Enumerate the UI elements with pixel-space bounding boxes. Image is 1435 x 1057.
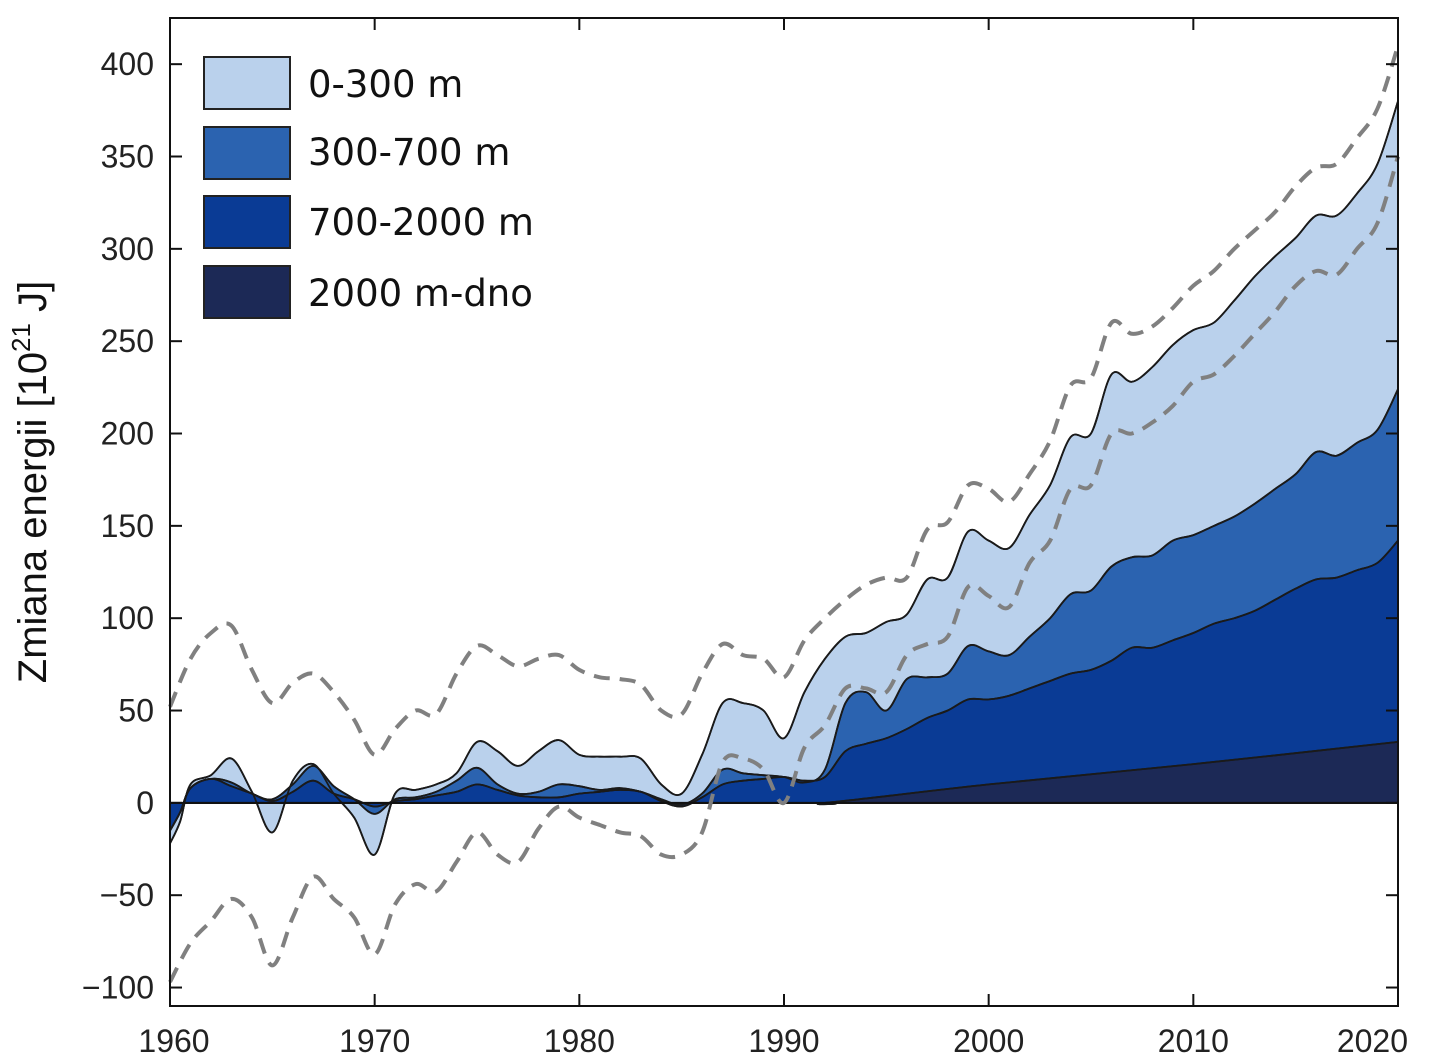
x-tick-label: 2000 [953,1023,1024,1057]
legend-swatch-0-300 [203,56,291,110]
line-0-300-m [169,100,1399,856]
x-tick-label: 1980 [544,1023,615,1057]
legend-label-300-700: 300-700 m [308,131,510,174]
x-tick-label: 1970 [339,1023,410,1057]
y-tick-label: 350 [101,139,154,175]
y-tick-label: 100 [101,600,154,636]
y-axis-label-exponent: 21 [6,323,36,352]
x-tick-label: 1990 [748,1023,819,1057]
y-tick-label: 50 [118,693,154,729]
y-axis-label-unit: J] [11,281,55,323]
x-tick-label: 2020 [1337,1023,1408,1057]
y-tick-label: −50 [100,877,154,913]
line-300-700-m [169,388,1399,832]
uncertainty-upper-line [168,45,1400,757]
y-tick-label: 250 [101,323,154,359]
y-tick-label: 400 [101,46,154,82]
y-tick-label: 0 [136,785,154,821]
legend-swatch-2000-bottom [203,265,291,319]
legend-label-0-300: 0-300 m [308,63,463,106]
legend-label-2000-bottom: 2000 m-dno [308,272,533,315]
legend-swatch-700-2000 [203,195,291,249]
legend: 0-300 m 300-700 m 700-2000 m 2000 m-dno [203,56,534,319]
y-axis-label-text: Zmiana energii [10 [11,352,55,683]
y-tick-label: 200 [101,416,154,452]
y-tick-label: −100 [82,970,154,1006]
uncertainty-lower-line [168,155,1400,983]
legend-label-700-2000: 700-2000 m [308,201,534,244]
y-tick-label: 150 [101,508,154,544]
x-tick-label: 2010 [1158,1023,1229,1057]
legend-swatch-300-700 [203,126,291,180]
x-tick-label: 1960 [138,1023,209,1057]
y-tick-label: 300 [101,231,154,267]
y-axis-label: Zmiana energii [1021 J] [6,281,55,683]
